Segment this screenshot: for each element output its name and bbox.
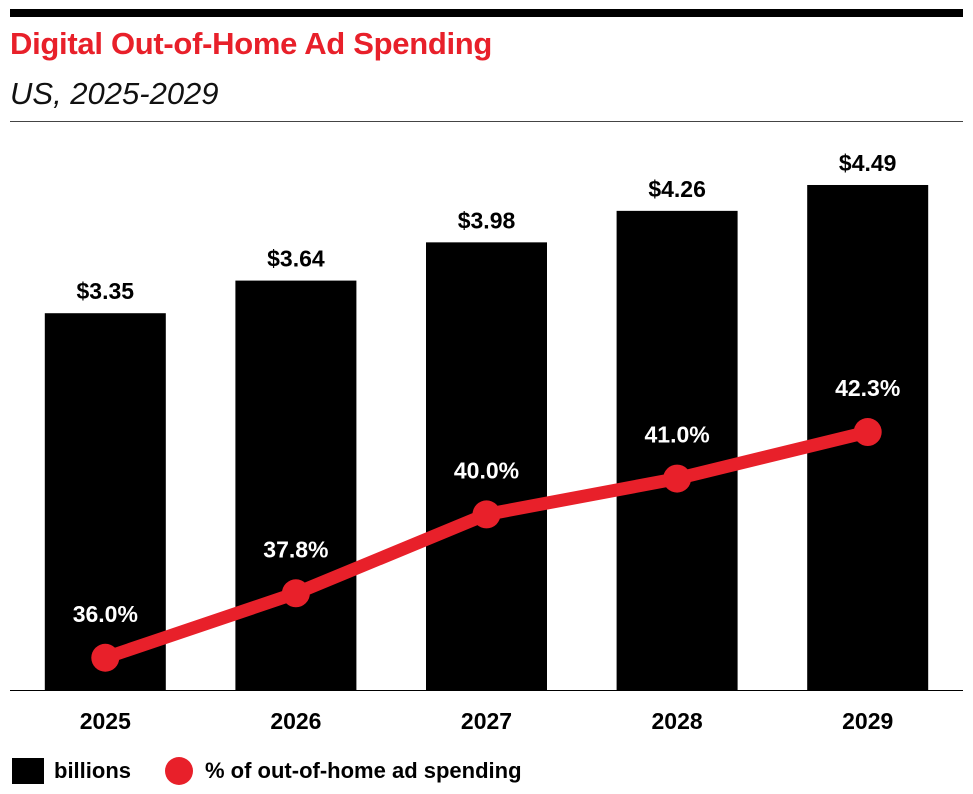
line-point — [91, 643, 120, 672]
x-tick-label: 2029 — [842, 708, 893, 734]
subtitle-rule — [10, 121, 963, 122]
legend-dot-swatch — [165, 757, 193, 785]
bar-value-label: $3.64 — [267, 246, 325, 272]
bar — [426, 242, 547, 690]
x-tick-label: 2028 — [652, 708, 703, 734]
line-point — [281, 579, 310, 608]
chart-title: Digital Out-of-Home Ad Spending — [10, 26, 493, 61]
line-value-label: 42.3% — [835, 375, 900, 401]
bar-value-label: $3.35 — [77, 278, 135, 304]
chart-subtitle: US, 2025-2029 — [10, 76, 219, 111]
legend-line-label: % of out-of-home ad spending — [205, 758, 522, 783]
line-value-label: 37.8% — [263, 536, 328, 562]
legend-bar-label: billions — [54, 758, 131, 783]
bar-value-label: $4.49 — [839, 150, 897, 176]
legend-bar-swatch — [12, 758, 44, 784]
bar-value-label: $4.26 — [648, 176, 706, 202]
line-point — [853, 418, 882, 447]
x-tick-label: 2026 — [270, 708, 321, 734]
legend: billions % of out-of-home ad spending — [12, 755, 556, 787]
line-point — [472, 500, 501, 529]
bar — [616, 210, 738, 691]
x-tick-label: 2027 — [461, 708, 512, 734]
line-value-label: 41.0% — [644, 422, 709, 448]
top-rule — [10, 9, 963, 17]
line-point — [663, 464, 692, 493]
bar — [44, 313, 166, 690]
legend-item-percent: % of out-of-home ad spending — [165, 757, 522, 785]
line-value-label: 36.0% — [73, 601, 138, 627]
legend-item-billions: billions — [12, 758, 131, 784]
line-value-label: 40.0% — [454, 457, 519, 483]
bar — [235, 280, 357, 690]
x-tick-label: 2025 — [80, 708, 131, 734]
bar-value-label: $3.98 — [458, 207, 516, 233]
